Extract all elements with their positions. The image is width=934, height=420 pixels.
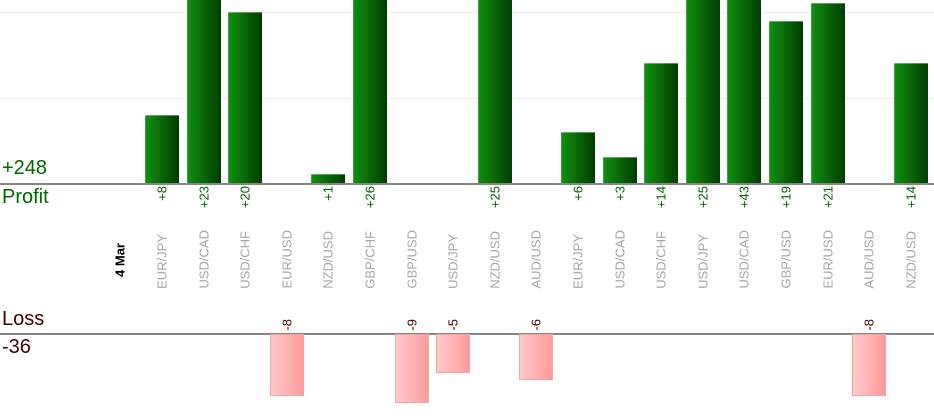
category-label: USD/CAD: [612, 230, 628, 289]
profit-bar: [811, 3, 845, 183]
loss-value-label: -6: [528, 319, 544, 331]
loss-bar: [436, 334, 470, 373]
profit-value-label: +1: [320, 186, 336, 201]
category-label: USD/CHF: [237, 231, 253, 289]
profit-total: +248: [2, 157, 48, 179]
category-label: USD/CAD: [736, 230, 752, 289]
profit-bar: [478, 0, 512, 183]
profit-value-label: +23: [196, 186, 212, 209]
category-label: AUD/USD: [861, 230, 877, 289]
profit-value-label: +26: [362, 186, 378, 209]
loss-value-label: -8: [861, 319, 877, 331]
profit-value-label: +6: [570, 186, 586, 201]
loss-value-label: -8: [279, 319, 295, 331]
loss-total: -36: [2, 336, 31, 358]
profit-row-label: Profit: [2, 186, 49, 208]
profit-value-label: +19: [778, 186, 794, 209]
profit-bar: [228, 12, 262, 183]
date-label: 4 Mar: [112, 243, 128, 277]
category-label: USD/JPY: [445, 234, 461, 289]
category-label: EUR/USD: [820, 230, 836, 289]
loss-bar: [852, 334, 886, 396]
profit-bar: [644, 63, 678, 183]
profit-bar: [769, 21, 803, 183]
category-label: USD/CAD: [196, 230, 212, 289]
profit-gridline: [0, 12, 934, 13]
profit-value-label: +21: [820, 186, 836, 209]
loss-bar: [519, 334, 553, 380]
profit-bar: [603, 157, 637, 183]
profit-bar: [561, 132, 595, 183]
profit-value-label: +3: [612, 186, 628, 201]
profit-bar: [727, 0, 761, 183]
profit-bar: [187, 0, 221, 183]
profit-value-label: +20: [237, 186, 253, 209]
category-label: AUD/USD: [528, 230, 544, 289]
loss-value-label: -5: [445, 319, 461, 331]
profit-value-label: +43: [736, 186, 752, 209]
profit-bar: [311, 174, 345, 183]
profit-bar: [353, 0, 387, 183]
profit-value-label: +14: [653, 186, 669, 209]
category-label: USD/JPY: [695, 234, 711, 289]
loss-value-label: -9: [404, 319, 420, 331]
category-label: EUR/JPY: [570, 234, 586, 289]
category-label: USD/CHF: [653, 231, 669, 289]
category-label: NZD/USD: [320, 231, 336, 289]
profit-value-label: +14: [903, 186, 919, 209]
profit-bar: [686, 0, 720, 183]
category-label: NZD/USD: [903, 231, 919, 289]
category-label: GBP/CHF: [362, 231, 378, 289]
profit-bar: [145, 115, 179, 183]
profit-value-label: +25: [487, 186, 503, 209]
loss-row-label: Loss: [2, 308, 45, 330]
loss-bar: [395, 334, 429, 403]
category-label: NZD/USD: [487, 231, 503, 289]
profit-axis-line: [0, 183, 934, 185]
category-label: GBP/USD: [778, 230, 794, 289]
loss-bar: [270, 334, 304, 396]
category-label: GBP/USD: [404, 230, 420, 289]
category-label: EUR/USD: [279, 230, 295, 289]
profit-value-label: +8: [154, 186, 170, 201]
profit-value-label: +25: [695, 186, 711, 209]
profit-gridline: [0, 98, 934, 99]
category-label: EUR/JPY: [154, 234, 170, 289]
profit-bar: [894, 63, 928, 183]
